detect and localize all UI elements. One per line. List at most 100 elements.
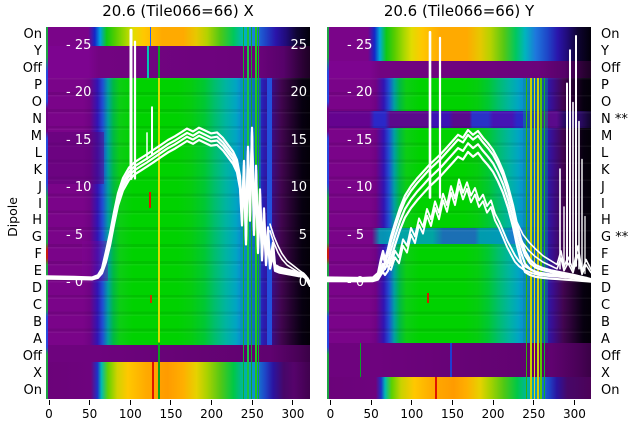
dipole-row-label: K xyxy=(33,162,42,178)
dipole-row-label: D xyxy=(601,281,612,297)
dipole-row-label: L xyxy=(34,145,42,161)
dipole-row-label: J xyxy=(601,179,605,195)
row-texture xyxy=(327,78,591,345)
dipole-row-label: On xyxy=(601,27,620,43)
cyan-rfi-line xyxy=(147,46,149,78)
dipole-row-label: H xyxy=(601,213,611,229)
x-tick-label: 0 xyxy=(45,407,53,421)
dipole-row-label: J xyxy=(38,179,42,195)
red-rfi-line xyxy=(152,362,154,399)
red-rfi-mark xyxy=(427,293,429,303)
dipole-row-label: M xyxy=(30,128,42,144)
dipole-row-label: B xyxy=(33,314,42,330)
dipole-row-label: I xyxy=(38,196,42,212)
x-tick-mark xyxy=(533,400,535,405)
bandpass-curve xyxy=(46,130,310,287)
dipole-row-label: C xyxy=(601,298,611,313)
heatmap-y-plot: - 25- 20- 15- 10- 5- 0 xyxy=(327,27,591,399)
dipole-row-label: N xyxy=(32,112,42,127)
dipole-row-label: A xyxy=(33,331,42,347)
dipole-row-label: O xyxy=(601,95,612,111)
bandpass-curves-overlay xyxy=(327,30,591,283)
x-tick-mark xyxy=(330,400,331,405)
x-tick-label: 200 xyxy=(200,407,224,421)
dipole-row-label: E xyxy=(33,264,42,280)
blue-rfi-line xyxy=(450,343,452,377)
x-tick-mark xyxy=(251,400,253,405)
overlay-tick-label-left: - 20 xyxy=(347,85,373,100)
overlay-tick-label-right: 20 xyxy=(290,85,307,100)
x-tick-mark xyxy=(89,400,91,405)
x-tick-mark xyxy=(573,400,575,405)
dipole-row-label: O xyxy=(31,95,42,111)
green-rfi-line xyxy=(543,78,545,399)
dipole-row-label: I xyxy=(601,196,605,212)
bandpass-curve xyxy=(269,223,310,283)
x-tick-mark xyxy=(411,400,413,405)
dipole-row-label: P xyxy=(34,78,42,94)
dipole-row-label: C xyxy=(32,298,42,313)
dipole-row-label: X xyxy=(601,365,610,381)
dipole-row-label: G ** xyxy=(601,230,629,246)
overlay-tick-label-left: - 20 xyxy=(66,85,92,100)
yellow-rfi-line xyxy=(533,78,535,399)
band-all-on-top xyxy=(46,27,310,46)
overlay-tick-label-left: - 10 xyxy=(66,180,92,195)
x-tick-label: 150 xyxy=(440,407,464,421)
overlay-tick-label-right: 25 xyxy=(290,37,307,53)
band-off-bottom xyxy=(327,343,591,377)
dipole-row-label: F xyxy=(601,247,609,263)
x-tick-label: 50 xyxy=(82,407,98,421)
dipole-row-label: X xyxy=(33,365,42,381)
x-tick-mark xyxy=(292,400,294,405)
band-all-on-bottom xyxy=(327,377,591,399)
band-all-on-top xyxy=(327,27,591,61)
bandpass-curve xyxy=(372,185,591,282)
band-dipoles xyxy=(46,78,310,345)
right-plot-title: 20.6 (Tile066=66) Y xyxy=(383,2,535,20)
x-tick-mark xyxy=(492,400,494,405)
band-off-top xyxy=(327,61,591,78)
overlay-tick-label-right: 10 xyxy=(290,180,307,195)
band-off-bottom xyxy=(46,345,310,362)
x-tick-label: 0 xyxy=(326,407,335,421)
dipole-labels-right: On Y Off P O N ** M L K J I H G ** F E D C B A Off X On xyxy=(601,0,640,440)
dipole-row-label: On xyxy=(23,382,42,398)
bandpass-curve xyxy=(327,128,591,281)
x-tick-label: 100 xyxy=(118,407,142,421)
overlay-tick-label-left: - 10 xyxy=(347,180,373,195)
x-tick-label: 250 xyxy=(522,407,546,421)
x-tick-label: 150 xyxy=(159,407,183,421)
flagged-row-n xyxy=(327,111,591,128)
overlay-tick-label-right: 0 xyxy=(298,275,307,290)
dipole-row-label: P xyxy=(601,78,609,94)
left-plot-title: 20.6 (Tile066=66) X xyxy=(102,2,254,20)
edge-color-strip xyxy=(46,27,48,399)
bandpass-curves-overlay xyxy=(46,28,310,287)
yellow-rfi-line xyxy=(530,78,532,399)
bandpass-curve xyxy=(516,221,591,273)
x-tick-label: 300 xyxy=(281,407,305,421)
dipole-row-label: B xyxy=(601,314,610,330)
dipole-row-label: E xyxy=(601,264,610,280)
overlay-tick-label-left: - 15 xyxy=(347,132,373,148)
dipole-row-label: Y xyxy=(34,44,42,60)
x-tick-mark xyxy=(370,400,372,405)
dipole-row-label: H xyxy=(32,213,42,229)
x-tick-mark xyxy=(451,400,453,405)
overlay-tick-label-right: 5 xyxy=(298,227,307,243)
band-all-on-bottom xyxy=(46,362,310,399)
x-tick-label: 300 xyxy=(562,407,586,421)
x-tick-mark xyxy=(129,400,131,405)
x-tick-label: 200 xyxy=(481,407,505,421)
bandpass-curve xyxy=(269,230,310,283)
yellow-rfi-line xyxy=(158,46,160,399)
overlay-tick-label-right: 15 xyxy=(290,132,307,148)
blue-rfi-line xyxy=(150,27,151,46)
dipole-row-label: Off xyxy=(22,61,42,77)
overlay-tick-label-left: - 25 xyxy=(66,37,92,53)
dipole-row-label: L xyxy=(601,145,609,161)
dipole-row-label: Y xyxy=(601,44,609,60)
dipole-row-label: A xyxy=(601,331,610,347)
